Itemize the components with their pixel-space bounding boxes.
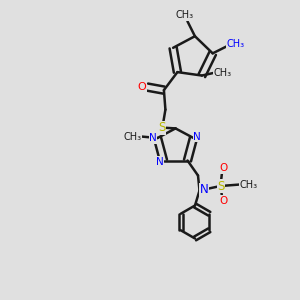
Text: N: N — [193, 131, 201, 142]
Text: CH₃: CH₃ — [226, 39, 244, 50]
Text: CH₃: CH₃ — [214, 68, 232, 77]
Text: CH₃: CH₃ — [124, 131, 142, 142]
Text: S: S — [218, 179, 225, 193]
Text: CH₃: CH₃ — [239, 179, 257, 190]
Text: N: N — [200, 183, 208, 196]
Text: S: S — [158, 121, 166, 134]
Text: N: N — [149, 133, 157, 143]
Text: O: O — [219, 196, 228, 206]
Text: CH₃: CH₃ — [176, 10, 194, 20]
Text: N: N — [156, 157, 164, 167]
Text: O: O — [138, 82, 146, 92]
Text: O: O — [219, 163, 228, 173]
